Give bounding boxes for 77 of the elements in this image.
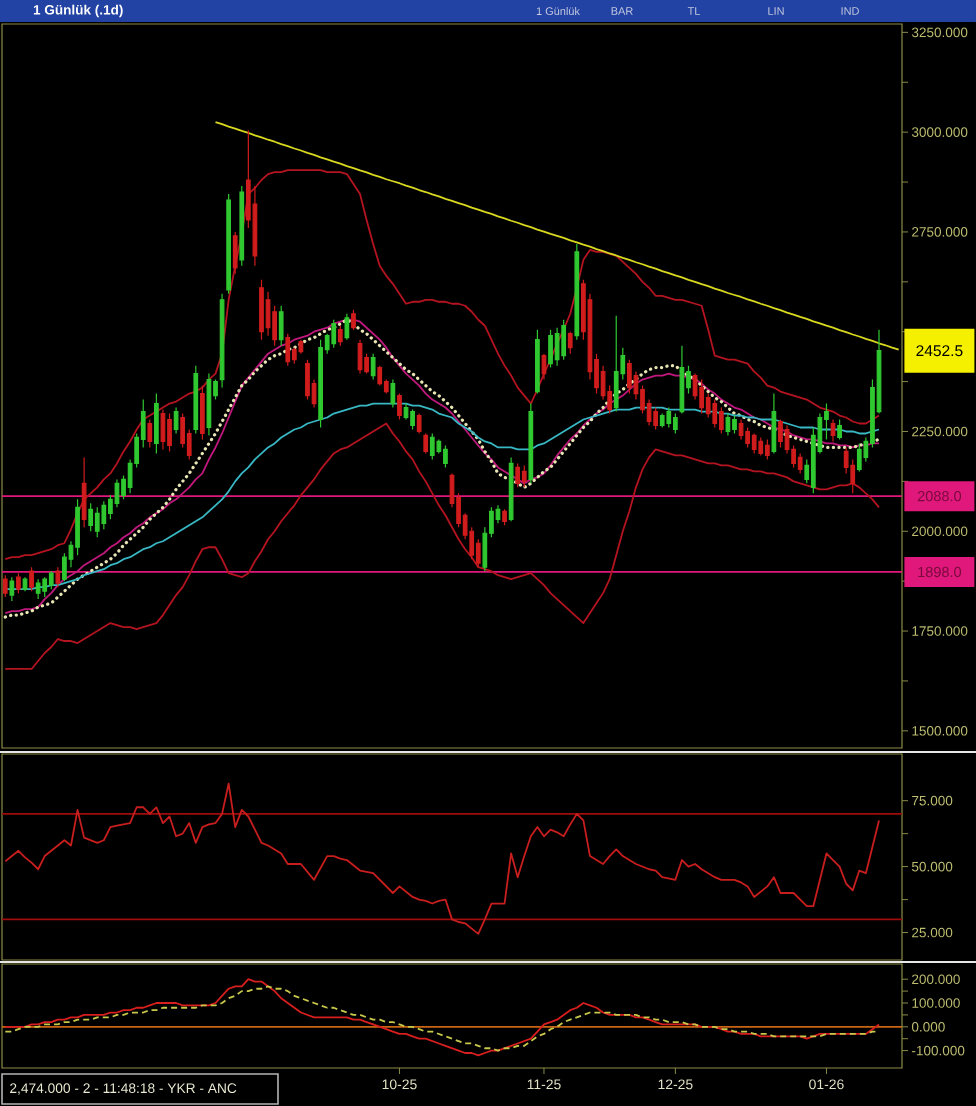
candlestick xyxy=(699,379,705,415)
candlestick xyxy=(718,406,724,435)
candlestick xyxy=(443,444,448,468)
candlestick xyxy=(94,506,100,538)
candlestick xyxy=(81,456,87,528)
candlestick xyxy=(659,412,665,429)
candlestick xyxy=(167,412,172,453)
candlestick xyxy=(410,408,415,431)
candlestick xyxy=(653,406,659,431)
candlestick xyxy=(377,365,383,387)
candlestick xyxy=(199,384,205,441)
candlestick xyxy=(672,412,678,435)
line-series xyxy=(214,121,900,351)
candlestick xyxy=(554,327,560,367)
candlestick xyxy=(88,502,94,532)
candlestick xyxy=(574,243,580,341)
candlestick xyxy=(29,566,34,592)
candlestick xyxy=(732,414,737,435)
candlestick xyxy=(416,412,422,435)
candlestick xyxy=(318,339,323,429)
candlestick xyxy=(55,566,61,588)
candlestick xyxy=(154,392,159,455)
candlestick xyxy=(679,345,685,415)
candlestick xyxy=(35,578,41,600)
candlestick xyxy=(351,309,356,331)
candlestick xyxy=(2,574,8,598)
candlestick xyxy=(738,418,744,441)
candlestick xyxy=(745,426,750,449)
candlestick xyxy=(725,412,731,437)
candlestick xyxy=(837,418,842,441)
candlestick xyxy=(627,359,632,395)
candlestick xyxy=(712,398,718,429)
candlestick xyxy=(344,313,350,341)
candlestick xyxy=(232,231,238,275)
candlestick xyxy=(613,315,619,413)
candlestick xyxy=(771,392,777,455)
candlestick xyxy=(259,279,264,341)
candlestick xyxy=(305,359,310,401)
candlestick xyxy=(16,572,21,594)
candlestick xyxy=(397,392,402,421)
candlestick xyxy=(797,452,803,474)
candlestick xyxy=(666,406,672,429)
candlestick xyxy=(48,570,54,590)
candlestick xyxy=(160,408,166,451)
candlestick xyxy=(541,353,547,381)
candlestick xyxy=(778,418,783,449)
candlestick xyxy=(764,438,770,461)
candlestick xyxy=(370,353,376,381)
candlestick xyxy=(423,432,429,455)
candlestick xyxy=(278,305,284,347)
candlestick xyxy=(403,402,409,421)
candlestick xyxy=(101,500,107,530)
candlestick xyxy=(751,432,757,455)
candlestick xyxy=(285,333,291,367)
candlestick xyxy=(147,418,153,449)
candlestick xyxy=(567,331,573,355)
candlestick xyxy=(193,365,199,435)
candlestick xyxy=(239,185,245,267)
candlestick xyxy=(528,402,534,484)
candlestick xyxy=(331,319,337,349)
candlestick xyxy=(337,325,343,347)
candlestick xyxy=(521,464,527,488)
candlestick xyxy=(226,193,232,295)
candlestick xyxy=(502,508,507,526)
candlestick xyxy=(173,406,179,435)
candlestick xyxy=(42,576,48,598)
candlestick xyxy=(535,329,540,395)
candlestick xyxy=(548,329,553,369)
candlestick xyxy=(429,432,435,461)
candlestick xyxy=(515,462,521,488)
candlestick xyxy=(856,442,862,472)
candlestick xyxy=(758,436,764,457)
candlestick xyxy=(561,319,567,361)
candlestick xyxy=(508,456,514,522)
candlestick xyxy=(830,418,836,443)
candlestick xyxy=(390,379,396,409)
candlestick xyxy=(9,576,15,602)
